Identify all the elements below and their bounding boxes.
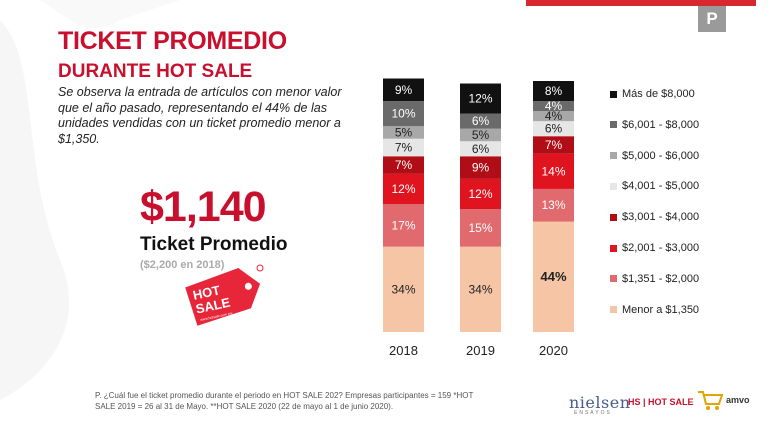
- legend-swatch: [610, 90, 617, 98]
- legend-label: $4,001 - $5,000: [622, 180, 700, 193]
- bar-data-label: 6%: [472, 142, 490, 156]
- bar-segment: [460, 83, 501, 114]
- legend-label: $6,001 - $8,000: [622, 118, 700, 131]
- legend-swatch: [610, 182, 617, 190]
- bar-segment: [533, 221, 574, 332]
- bar-segment: [383, 78, 424, 102]
- bar-segment: [383, 173, 424, 204]
- previous-ticket-value: ($2,200 en 2018): [140, 259, 225, 271]
- bar-segment: [533, 111, 574, 122]
- bar-data-label: 7%: [395, 158, 413, 172]
- legend-swatch: [610, 213, 617, 221]
- bar-data-label: 12%: [468, 92, 492, 106]
- bar-data-label: 8%: [545, 84, 563, 98]
- legend-item: Más de $8,000: [610, 88, 695, 100]
- legend-label: $1,351 - $2,000: [622, 272, 700, 285]
- legend-swatch: [610, 152, 617, 160]
- legend-item: $2,001 - $3,000: [610, 242, 699, 254]
- bar-data-label: 5%: [395, 125, 413, 139]
- legend-swatch: [610, 306, 617, 314]
- bar-segment: [533, 136, 574, 154]
- top-accent-bar: [526, 0, 756, 6]
- bar-segment: [460, 141, 501, 157]
- stacked-bar-chart: 34%17%12%7%7%5%10%9%201834%15%12%9%6%5%6…: [383, 78, 574, 358]
- bar-data-label: 15%: [468, 221, 492, 235]
- bar-segment: [533, 188, 574, 222]
- bar-data-label: 13%: [541, 198, 565, 212]
- hot-sale-footer-logo: HS | HOT SALE: [628, 397, 694, 407]
- legend-label: Menor a $1,350: [622, 303, 700, 316]
- bar-data-label: 4%: [545, 99, 563, 113]
- bar-data-label: 12%: [468, 187, 492, 201]
- x-tick-label: 2020: [539, 343, 568, 358]
- bar-segment: [460, 113, 501, 129]
- hot-sale-logo: HOT SALE www.hotsale.com.mx: [185, 264, 264, 326]
- bar-data-label: 9%: [395, 83, 413, 97]
- x-tick-label: 2019: [466, 343, 495, 358]
- bar-segment: [460, 128, 501, 142]
- average-ticket-label: Ticket Promedio: [140, 234, 288, 255]
- legend-swatch: [610, 244, 617, 252]
- footnote: P. ¿Cuál fue el ticket promedio durante …: [95, 391, 474, 411]
- page-subtitle: DURANTE HOT SALE: [58, 61, 253, 82]
- description-text: Se observa la entrada de artículos con m…: [58, 85, 342, 146]
- bar-data-label: 7%: [395, 141, 413, 155]
- legend-label: $2,001 - $3,000: [622, 242, 700, 254]
- bar-segment: [533, 81, 574, 102]
- bar-segment: [460, 156, 501, 179]
- x-tick-label: 2018: [389, 343, 418, 358]
- bar-segment: [460, 178, 501, 210]
- nielsen-logo: nielsen: [569, 393, 631, 412]
- bar-data-label: 34%: [391, 282, 415, 296]
- bar-data-label: 5%: [472, 128, 490, 142]
- bar-data-label: 4%: [545, 109, 563, 123]
- legend-item: $3,001 - $4,000: [610, 211, 699, 223]
- legend-swatch: [610, 275, 617, 283]
- average-ticket-value: $1,140: [140, 183, 267, 231]
- legend-item: Menor a $1,350: [610, 304, 699, 316]
- bar-data-label: 10%: [391, 107, 415, 121]
- shopping-cart-icon: [698, 391, 724, 410]
- bar-segment: [383, 203, 424, 247]
- legend-swatch: [610, 121, 617, 129]
- bar-segment: [383, 101, 424, 127]
- legend-item: $4,001 - $5,000: [610, 180, 699, 192]
- bar-segment: [383, 138, 424, 157]
- bar-segment: [533, 121, 574, 137]
- bar-segment: [383, 246, 424, 332]
- hot-sale-logo-line1: HOT: [191, 282, 221, 302]
- hot-sale-logo-url: www.hotsale.com.mx: [200, 311, 233, 322]
- hot-sale-logo-line2: SALE: [194, 295, 231, 317]
- page-title: TICKET PROMEDIO: [58, 27, 287, 55]
- legend-item: $6,001 - $8,000: [610, 119, 699, 131]
- bar-data-label: 6%: [545, 122, 563, 136]
- bar-segment: [533, 101, 574, 112]
- bar-data-label: 44%: [540, 269, 566, 284]
- page-badge: P: [698, 6, 726, 32]
- bar-data-label: 34%: [468, 282, 492, 296]
- bar-segment: [460, 246, 501, 332]
- bar-data-label: 17%: [391, 218, 415, 232]
- legend-label: $5,000 - $6,000: [622, 149, 700, 162]
- bar-data-label: 14%: [541, 164, 565, 178]
- bar-data-label: 12%: [391, 182, 415, 196]
- bar-data-label: 7%: [545, 138, 563, 152]
- bar-segment: [533, 153, 574, 189]
- nielsen-logo-subtitle: ENSAYOS: [574, 410, 612, 416]
- amvo-logo: amvo: [726, 395, 750, 405]
- bar-segment: [383, 156, 424, 174]
- legend-item: $5,000 - $6,000: [610, 150, 699, 162]
- bar-data-label: 9%: [472, 161, 490, 175]
- legend-label: Más de $8,000: [622, 88, 695, 100]
- legend-label: $3,001 - $4,000: [622, 211, 700, 224]
- legend-item: $1,351 - $2,000: [610, 273, 699, 285]
- bar-segment: [383, 126, 424, 139]
- bar-data-label: 6%: [472, 114, 490, 128]
- bar-segment: [460, 209, 501, 247]
